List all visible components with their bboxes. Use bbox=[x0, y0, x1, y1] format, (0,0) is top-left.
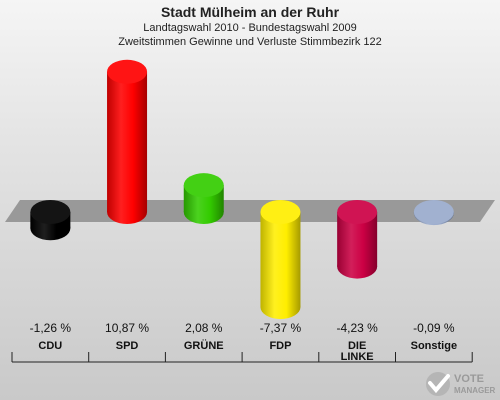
category-label: DIE bbox=[348, 340, 366, 352]
bar-cdu bbox=[30, 200, 71, 241]
chart-title: Stadt Mülheim an der Ruhr bbox=[160, 4, 340, 20]
category-label: GRÜNE bbox=[184, 339, 224, 352]
bar-top-cap bbox=[183, 173, 224, 198]
value-label: 2,08 % bbox=[185, 321, 223, 335]
bar-top-cap bbox=[413, 200, 454, 224]
logo-checkmark-icon bbox=[426, 372, 450, 396]
bar-body bbox=[260, 212, 301, 308]
category-label: FDP bbox=[269, 340, 291, 352]
bar-bottom-cap bbox=[260, 295, 301, 320]
category-label: CDU bbox=[38, 340, 62, 352]
bar-sonstige bbox=[413, 200, 454, 226]
chart-header: Stadt Mülheim an der Ruhr Landtagswahl 2… bbox=[0, 4, 500, 49]
chart-subtitle-election: Landtagswahl 2010 - Bundestagswahl 2009 bbox=[143, 22, 357, 34]
bar-top-cap bbox=[30, 200, 71, 224]
bar-body bbox=[107, 71, 148, 212]
bar-fdp bbox=[260, 200, 301, 320]
value-label: 10,87 % bbox=[105, 321, 149, 335]
vote-manager-logo: VOTE MANAGER bbox=[426, 372, 496, 396]
logo-text-manager: MANAGER bbox=[454, 386, 496, 395]
bar-top-cap bbox=[337, 200, 378, 224]
bar-grüne bbox=[183, 173, 224, 224]
bar-bottom-cap bbox=[107, 200, 148, 224]
value-label: -4,23 % bbox=[336, 321, 378, 335]
bar-bottom-cap bbox=[183, 200, 224, 224]
value-label: -1,26 % bbox=[30, 321, 72, 335]
category-label: Sonstige bbox=[411, 340, 457, 352]
bar-top-cap bbox=[107, 59, 148, 84]
bar-bottom-cap bbox=[337, 254, 378, 279]
bar-top-cap bbox=[260, 200, 301, 224]
category-label: SPD bbox=[116, 340, 139, 352]
bar-spd bbox=[107, 59, 148, 224]
category-label: LINKE bbox=[341, 351, 374, 363]
value-label: -0,09 % bbox=[413, 321, 455, 335]
value-label: -7,37 % bbox=[260, 321, 302, 335]
logo-text-vote: VOTE bbox=[454, 373, 484, 385]
chart-subtitle-district: Zweitstimmen Gewinne und Verluste Stimmb… bbox=[118, 36, 382, 48]
bar-die-linke bbox=[337, 200, 378, 279]
